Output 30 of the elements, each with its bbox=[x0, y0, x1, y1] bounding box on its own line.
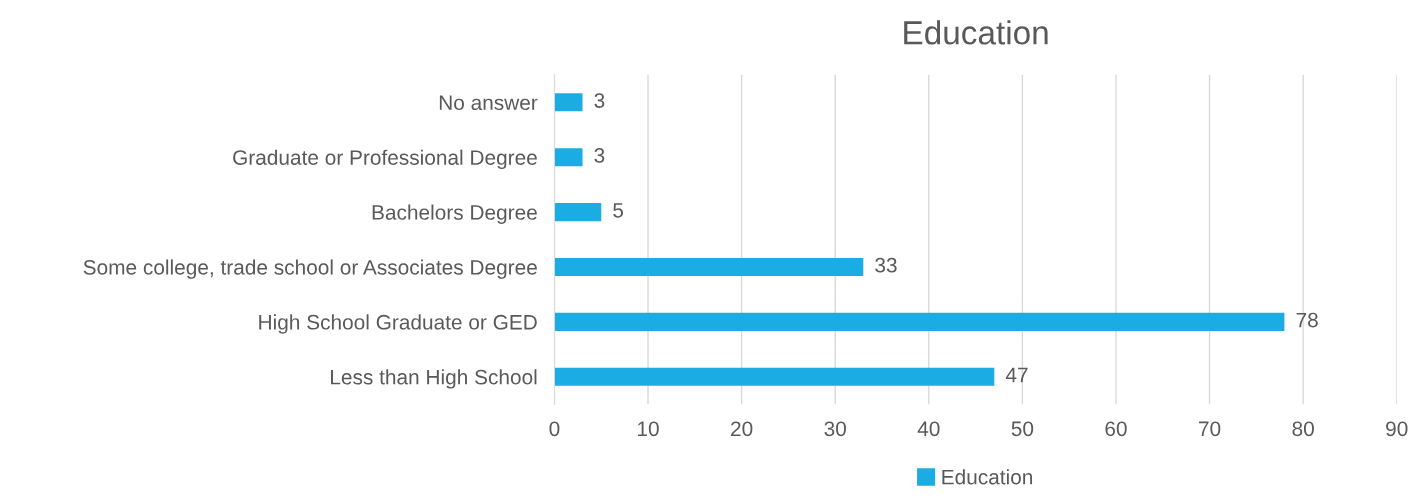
x-tick-label: 50 bbox=[1011, 421, 1034, 437]
bar bbox=[554, 367, 995, 386]
data-label: 78 bbox=[1296, 312, 1318, 328]
y-tick-label: Some college, trade school or Associates Degree bbox=[83, 259, 537, 279]
data-label: 3 bbox=[594, 93, 605, 108]
data-label: 47 bbox=[1005, 367, 1028, 383]
x-tick-label: 20 bbox=[731, 421, 753, 437]
x-tick-label: 40 bbox=[917, 421, 940, 437]
data-label: 5 bbox=[613, 203, 624, 218]
y-tick-label: Less than High School bbox=[331, 369, 537, 389]
chart-title: Education bbox=[904, 20, 1048, 45]
x-tick-label: 60 bbox=[1105, 421, 1127, 437]
x-tick-label: 80 bbox=[1292, 421, 1314, 437]
legend-label: Education bbox=[942, 469, 1033, 485]
x-tick-label: 70 bbox=[1199, 421, 1221, 437]
x-tick-label: 10 bbox=[638, 421, 659, 437]
bar bbox=[554, 148, 583, 167]
x-tick-label: 90 bbox=[1386, 421, 1408, 437]
bar bbox=[554, 203, 602, 222]
y-tick-label: High School Graduate or GED bbox=[259, 314, 537, 334]
data-label: 33 bbox=[875, 257, 897, 273]
x-tick-label: 0 bbox=[549, 421, 560, 437]
y-tick-label: Graduate or Professional Degree bbox=[233, 149, 537, 170]
data-label: 3 bbox=[594, 148, 605, 163]
x-tick-label: 30 bbox=[824, 421, 846, 437]
y-tick-label: Bachelors Degree bbox=[372, 204, 537, 224]
y-tick-label: No answer bbox=[439, 95, 538, 111]
bar bbox=[554, 93, 583, 112]
bar bbox=[554, 257, 864, 277]
bar bbox=[554, 312, 1285, 331]
